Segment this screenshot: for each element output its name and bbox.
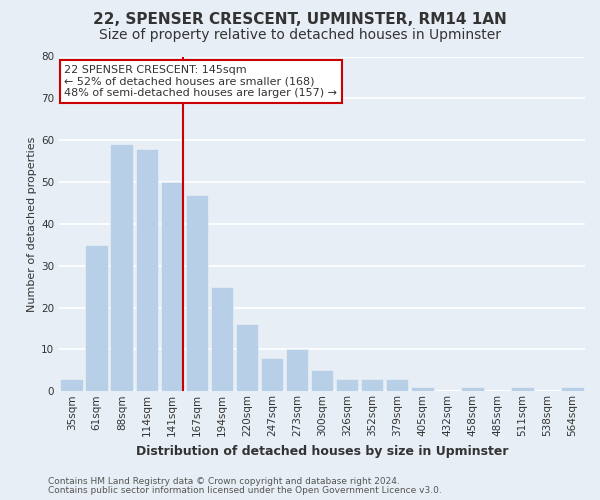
Text: 22 SPENSER CRESCENT: 145sqm
← 52% of detached houses are smaller (168)
48% of se: 22 SPENSER CRESCENT: 145sqm ← 52% of det… bbox=[64, 65, 337, 98]
Bar bbox=[511, 387, 533, 392]
Bar bbox=[411, 387, 434, 392]
Bar bbox=[561, 387, 584, 392]
Bar bbox=[161, 182, 183, 392]
Bar bbox=[461, 387, 484, 392]
Bar bbox=[386, 378, 409, 392]
Bar bbox=[185, 194, 208, 392]
Text: 22, SPENSER CRESCENT, UPMINSTER, RM14 1AN: 22, SPENSER CRESCENT, UPMINSTER, RM14 1A… bbox=[93, 12, 507, 28]
Bar bbox=[211, 286, 233, 392]
Text: Contains HM Land Registry data © Crown copyright and database right 2024.: Contains HM Land Registry data © Crown c… bbox=[48, 477, 400, 486]
Text: Contains public sector information licensed under the Open Government Licence v3: Contains public sector information licen… bbox=[48, 486, 442, 495]
Bar bbox=[261, 358, 283, 392]
Bar bbox=[236, 324, 258, 392]
Bar bbox=[85, 245, 108, 392]
Bar bbox=[136, 148, 158, 392]
Bar bbox=[61, 378, 83, 392]
Bar bbox=[311, 370, 334, 392]
X-axis label: Distribution of detached houses by size in Upminster: Distribution of detached houses by size … bbox=[136, 444, 508, 458]
Bar bbox=[110, 144, 133, 392]
Y-axis label: Number of detached properties: Number of detached properties bbox=[27, 136, 37, 312]
Bar bbox=[286, 350, 308, 392]
Bar bbox=[336, 378, 358, 392]
Text: Size of property relative to detached houses in Upminster: Size of property relative to detached ho… bbox=[99, 28, 501, 42]
Bar bbox=[361, 378, 383, 392]
